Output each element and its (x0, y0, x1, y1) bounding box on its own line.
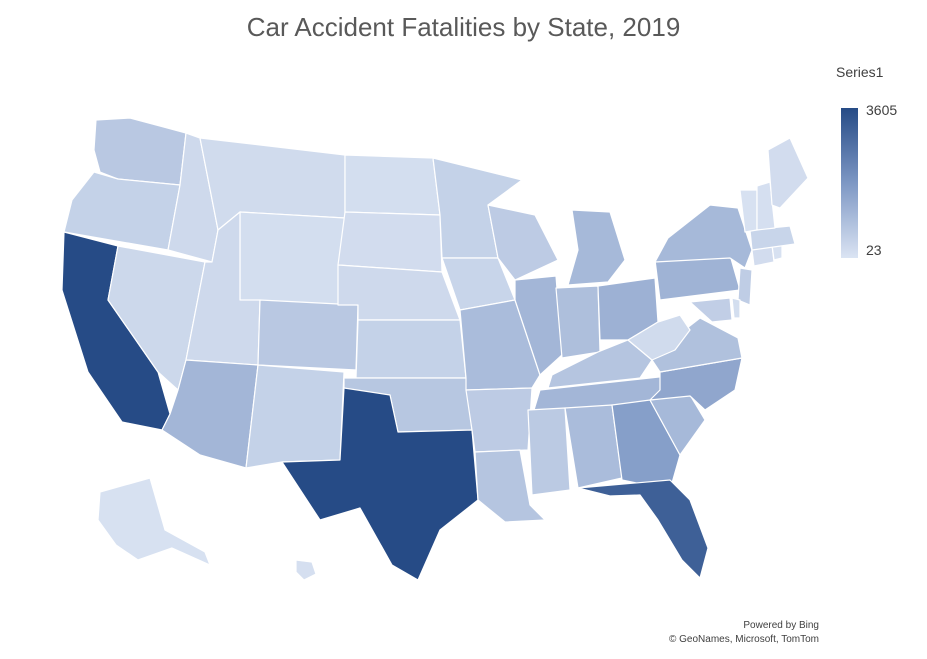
state-hi[interactable] (295, 559, 317, 581)
legend-color-scale (841, 108, 858, 258)
state-ms[interactable] (527, 407, 571, 496)
state-nc[interactable] (649, 357, 743, 411)
legend-title: Series1 (836, 64, 884, 80)
state-in[interactable] (555, 285, 601, 359)
state-sd[interactable] (337, 211, 443, 273)
state-ny[interactable] (654, 204, 753, 269)
state-tx[interactable] (281, 387, 479, 581)
state-me[interactable] (767, 137, 809, 209)
state-mi[interactable] (567, 209, 626, 286)
credit-bing: Powered by Bing (743, 620, 819, 631)
legend-min-label: 23 (866, 242, 882, 258)
map-title: Car Accident Fatalities by State, 2019 (246, 12, 681, 42)
state-ks[interactable] (355, 319, 467, 379)
state-ma[interactable] (749, 225, 796, 251)
legend-max-label: 3605 (866, 102, 898, 118)
state-fl[interactable] (577, 479, 709, 579)
state-nm[interactable] (245, 364, 345, 469)
state-nd[interactable] (344, 154, 441, 216)
state-co[interactable] (257, 299, 359, 371)
state-ak[interactable] (97, 477, 211, 566)
state-de[interactable] (731, 297, 741, 319)
state-wi[interactable] (487, 204, 559, 281)
state-wv[interactable] (627, 314, 691, 361)
state-nj[interactable] (737, 267, 753, 306)
state-ga[interactable] (611, 399, 681, 491)
credit-geonames: © GeoNames, Microsoft, TomTom (669, 634, 819, 645)
state-il[interactable] (514, 275, 563, 376)
state-nh[interactable] (756, 181, 776, 231)
state-wy[interactable] (239, 211, 346, 306)
state-la[interactable] (474, 449, 546, 523)
state-md[interactable] (689, 297, 733, 323)
state-ar[interactable] (465, 387, 533, 453)
state-wa[interactable] (93, 117, 187, 186)
